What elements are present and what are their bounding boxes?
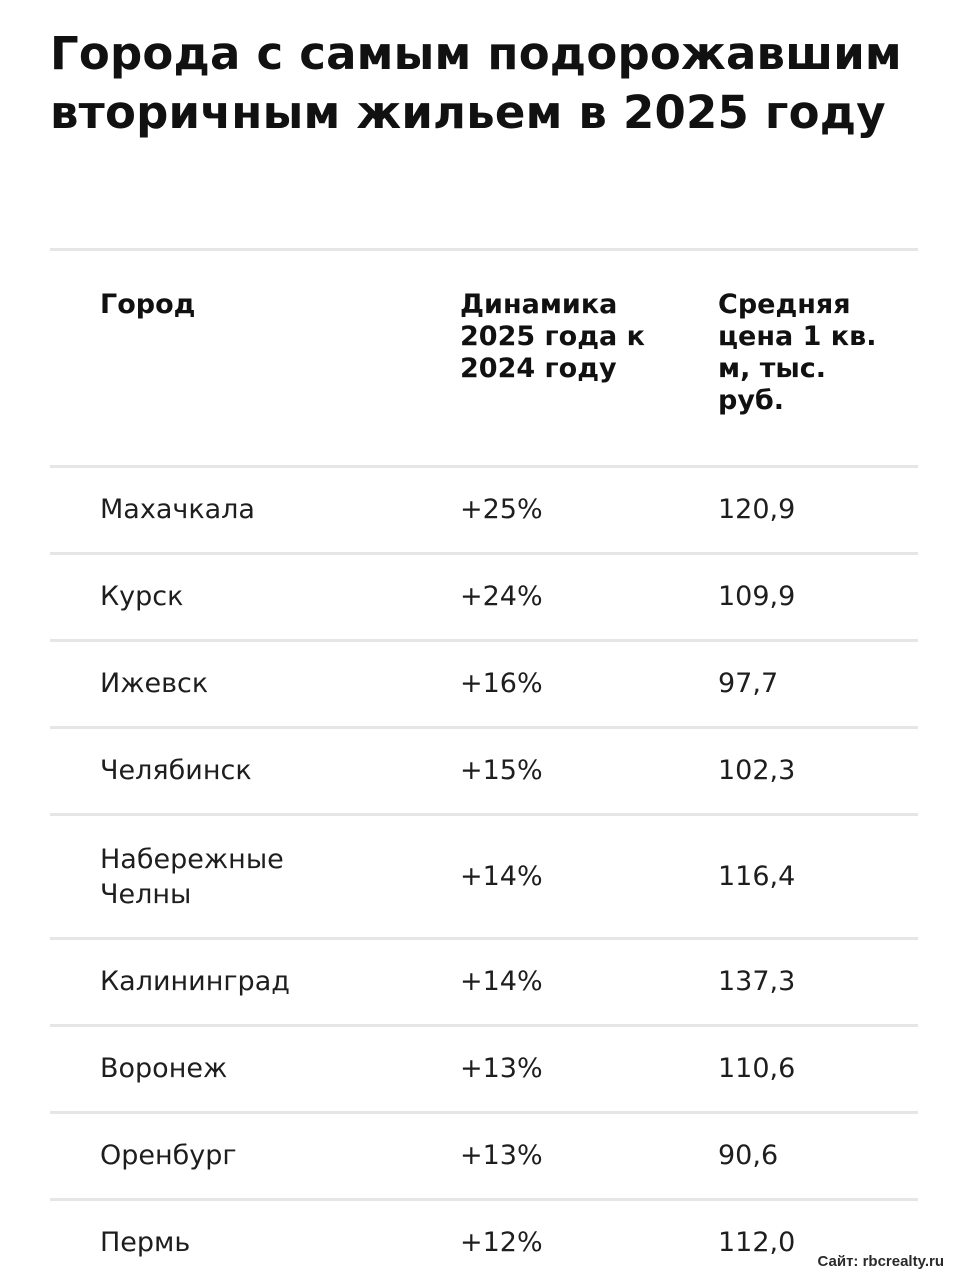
row-dynamics: +15% <box>460 755 543 786</box>
row-city: Махачкала <box>100 494 255 525</box>
row-city: Ижевск <box>100 668 209 699</box>
row-dynamics: +24% <box>460 581 543 612</box>
row-dynamics: +12% <box>460 1227 543 1258</box>
table-row: Махачкала +25% 120,9 <box>50 465 918 552</box>
row-city: Воронеж <box>100 1053 228 1084</box>
row-city: Калининград <box>100 966 290 997</box>
row-price: 109,9 <box>718 581 796 612</box>
table-row: Калининград +14% 137,3 <box>50 937 918 1024</box>
source-caption: Сайт: rbcrealty.ru <box>817 1253 944 1270</box>
row-price: 112,0 <box>718 1227 796 1258</box>
row-city: Пермь <box>100 1227 191 1258</box>
row-price: 97,7 <box>718 668 779 699</box>
row-dynamics: +13% <box>460 1053 543 1084</box>
table-row: Ижевск +16% 97,7 <box>50 639 918 726</box>
header-dynamics: Динамика 2025 года к 2024 году <box>460 289 645 384</box>
row-price: 110,6 <box>718 1053 796 1084</box>
page-title: Города с самым подорожавшим вторичным жи… <box>50 27 902 139</box>
row-dynamics: +25% <box>460 494 543 525</box>
header-price: Средняя цена 1 кв. м, тыс. руб. <box>718 289 877 416</box>
table-row: Оренбург +13% 90,6 <box>50 1111 918 1198</box>
table-row: Челябинск +15% 102,3 <box>50 726 918 813</box>
row-city: Набережные Челны <box>100 843 284 910</box>
row-dynamics: +16% <box>460 668 543 699</box>
row-city: Курск <box>100 581 184 612</box>
table-row: Набережные Челны +14% 116,4 <box>50 813 918 937</box>
table-row: Пермь +12% 112,0 <box>50 1198 918 1280</box>
row-price: 120,9 <box>718 494 796 525</box>
row-dynamics: +13% <box>460 1140 543 1171</box>
table-row: Курск +24% 109,9 <box>50 552 918 639</box>
header-city: Город <box>100 289 196 320</box>
row-dynamics: +14% <box>460 861 543 892</box>
row-price: 137,3 <box>718 966 796 997</box>
row-city: Челябинск <box>100 755 252 786</box>
table-row: Воронеж +13% 110,6 <box>50 1024 918 1111</box>
row-price: 116,4 <box>718 861 796 892</box>
row-city: Оренбург <box>100 1140 237 1171</box>
row-dynamics: +14% <box>460 966 543 997</box>
table-header-row: Город Динамика 2025 года к 2024 году Сре… <box>50 248 918 465</box>
row-price: 102,3 <box>718 755 796 786</box>
row-price: 90,6 <box>718 1140 779 1171</box>
price-table: Город Динамика 2025 года к 2024 году Сре… <box>50 248 918 1280</box>
